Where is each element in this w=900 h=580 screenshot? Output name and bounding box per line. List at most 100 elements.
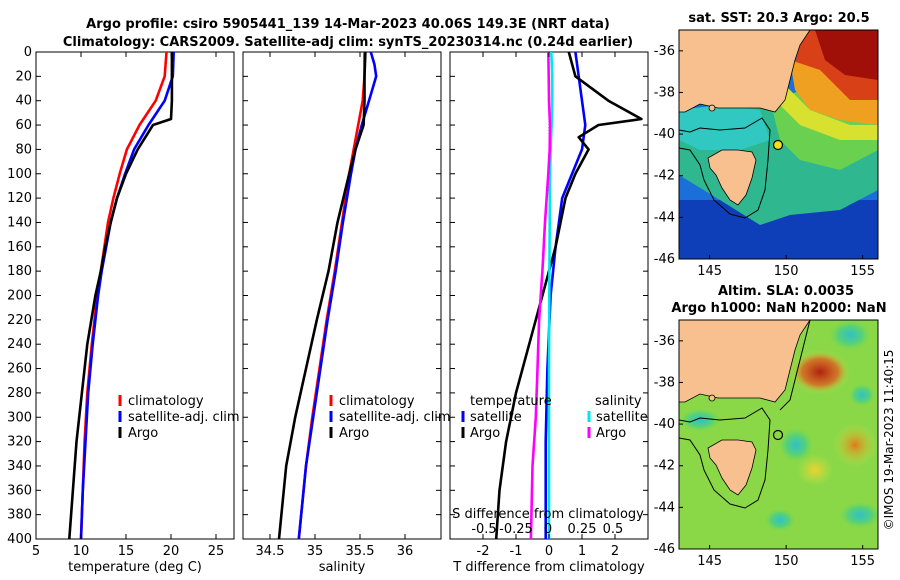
- y-tick-label: 220: [7, 313, 32, 328]
- series-line-t-satellite: [544, 51, 587, 539]
- sla-map: Altim. SLA: 0.0035 Argo h1000: NaN h2000…: [654, 284, 887, 569]
- temperature-plot-frame: [35, 51, 235, 540]
- y-tick-label: 340: [7, 459, 32, 474]
- sla-map-title-line2: Argo h1000: NaN h2000: NaN: [671, 301, 886, 316]
- map-y-tick-label: -38: [654, 85, 675, 100]
- x-tick-label: 15: [118, 544, 135, 559]
- difference-secondary-xlabel: S difference from climatology: [452, 507, 644, 522]
- secondary-tick-label: -0.5: [471, 522, 496, 537]
- legend-salinity-title: salinity: [595, 394, 642, 409]
- y-tick-label: 300: [7, 410, 32, 425]
- temperature-legend: climatology satellite-adj. clim Argo: [118, 394, 240, 441]
- series-line-s-satellite: [547, 51, 554, 539]
- y-tick-label: 100: [7, 167, 32, 182]
- secondary-tick-label: -0.25: [499, 522, 533, 537]
- australia-land: [679, 30, 811, 113]
- map-y-tick-label: -42: [654, 459, 675, 474]
- salinity-legend: climatology satellite-adj. clim Argo: [329, 394, 451, 441]
- x-tick-label: 0: [545, 544, 553, 559]
- sla-low-anomaly: [679, 408, 722, 432]
- sst-map-title: sat. SST: 20.3 Argo: 20.5: [688, 11, 869, 26]
- y-tick-label: 60: [15, 118, 32, 133]
- salinity-x-axis: 34.5 35 35.5 36: [256, 52, 414, 559]
- sst-map: sat. SST: 20.3 Argo: 20.5 145 150 155 -36 -3…: [654, 11, 879, 279]
- king-island: [708, 394, 716, 402]
- difference-xlabel: T difference from climatology: [452, 560, 645, 575]
- salinity-xlabel: salinity: [319, 560, 366, 575]
- x-tick-label: 35.5: [346, 544, 375, 559]
- x-tick-label: 1: [578, 544, 586, 559]
- legend-s-argo-label: Argo: [596, 426, 626, 441]
- secondary-tick-label: 0.25: [568, 522, 597, 537]
- x-tick-label: -2: [477, 544, 490, 559]
- sla-high-anomaly: [790, 350, 850, 394]
- map-y-tick-label: -46: [654, 252, 675, 267]
- map-x-tick-label: 150: [774, 264, 799, 279]
- y-tick-label: 240: [7, 337, 32, 352]
- legend-t-argo-label: Argo: [470, 426, 500, 441]
- argo-location-marker: [772, 139, 784, 151]
- difference-plot: -2 -1 0 1 2 T difference from climatology S …: [449, 51, 649, 575]
- sla-low-anomaly: [828, 320, 872, 351]
- y-tick-label: 400: [7, 532, 32, 547]
- map-x-tick-label: 145: [697, 264, 722, 279]
- sla-map-frame: [678, 319, 879, 550]
- map-y-tick-label: -40: [654, 127, 675, 142]
- x-tick-label: -1: [510, 544, 523, 559]
- salinity-plot: 34.5 35 35.5 36 salinity climatology satell…: [242, 51, 451, 575]
- secondary-x-ticks: -0.5 -0.25 0 0.25 0.5: [471, 522, 623, 537]
- y-tick-label: 280: [7, 386, 32, 401]
- difference-series: [494, 51, 643, 540]
- y-tick-label: 320: [7, 435, 32, 450]
- map-x-tick-label: 145: [697, 554, 722, 569]
- salinity-series: [277, 51, 378, 540]
- x-tick-label: 20: [163, 544, 180, 559]
- y-tick-label: 380: [7, 508, 32, 523]
- legend-temperature-title: temperature: [470, 394, 552, 409]
- legend-satellite-label: satellite-adj. clim: [128, 410, 240, 425]
- sla-low-anomaly: [838, 501, 878, 529]
- sla-low-anomaly: [764, 508, 796, 532]
- sla-high-anomaly: [833, 423, 877, 467]
- legend-argo-label: Argo: [128, 426, 158, 441]
- depth-y-axis: 0 20 40 60 80 100 120 140 160 180 200 220 240 260 280 3…: [7, 45, 648, 547]
- x-tick-label: 25: [208, 544, 225, 559]
- x-tick-label: 2: [611, 544, 619, 559]
- sla-map-axes: 145 150 155 -36 -38 -40 -42 -44 -46: [654, 334, 875, 569]
- map-y-tick-label: -36: [654, 334, 675, 349]
- legend-satellite-label: satellite-adj. clim: [339, 410, 451, 425]
- sst-map-axes: 145 150 155 -36 -38 -40 -42 -44 -46: [654, 44, 875, 279]
- imos-side-label: ©IMOS 19-Mar-2023 11:40:15: [882, 350, 896, 531]
- temperature-xlabel: temperature (deg C): [68, 560, 202, 575]
- map-x-tick-label: 150: [774, 554, 799, 569]
- y-tick-label: 80: [15, 142, 32, 157]
- series-line-argo: [68, 52, 174, 540]
- temperature-series: [68, 51, 175, 540]
- sla-high-anomaly: [797, 454, 833, 486]
- x-tick-label: 35: [307, 544, 324, 559]
- sst-map-frame: [678, 29, 879, 260]
- map-y-tick-label: -40: [654, 417, 675, 432]
- map-x-tick-label: 155: [850, 554, 875, 569]
- y-tick-label: 160: [7, 240, 32, 255]
- difference-legend-salinity: salinity satellite Argo: [587, 394, 648, 441]
- y-tick-label: 180: [7, 264, 32, 279]
- legend-t-satellite-label: satellite: [470, 410, 522, 425]
- map-y-tick-label: -44: [654, 500, 675, 515]
- x-tick-label: 10: [73, 544, 90, 559]
- difference-legend-temperature: temperature satellite Argo: [461, 394, 552, 441]
- map-y-tick-label: -36: [654, 44, 675, 59]
- temperature-plot: 5 10 15 20 25 020406080100120140160180200220…: [7, 45, 648, 575]
- series-line-argo: [277, 51, 367, 540]
- sla-map-title-line1: Altim. SLA: 0.0035: [718, 284, 854, 299]
- y-tick-label: 200: [7, 289, 32, 304]
- x-tick-label: 36: [397, 544, 414, 559]
- map-y-tick-label: -44: [654, 210, 675, 225]
- offshore-contour: [779, 320, 811, 411]
- sst-band-cyan-strait: [679, 105, 770, 150]
- figure-title-line1: Argo profile: csiro 5905441_139 14-Mar-2…: [86, 17, 610, 32]
- y-tick-label: 20: [15, 69, 32, 84]
- legend-s-satellite-label: satellite: [596, 410, 648, 425]
- legend-climatology-label: climatology: [128, 394, 204, 409]
